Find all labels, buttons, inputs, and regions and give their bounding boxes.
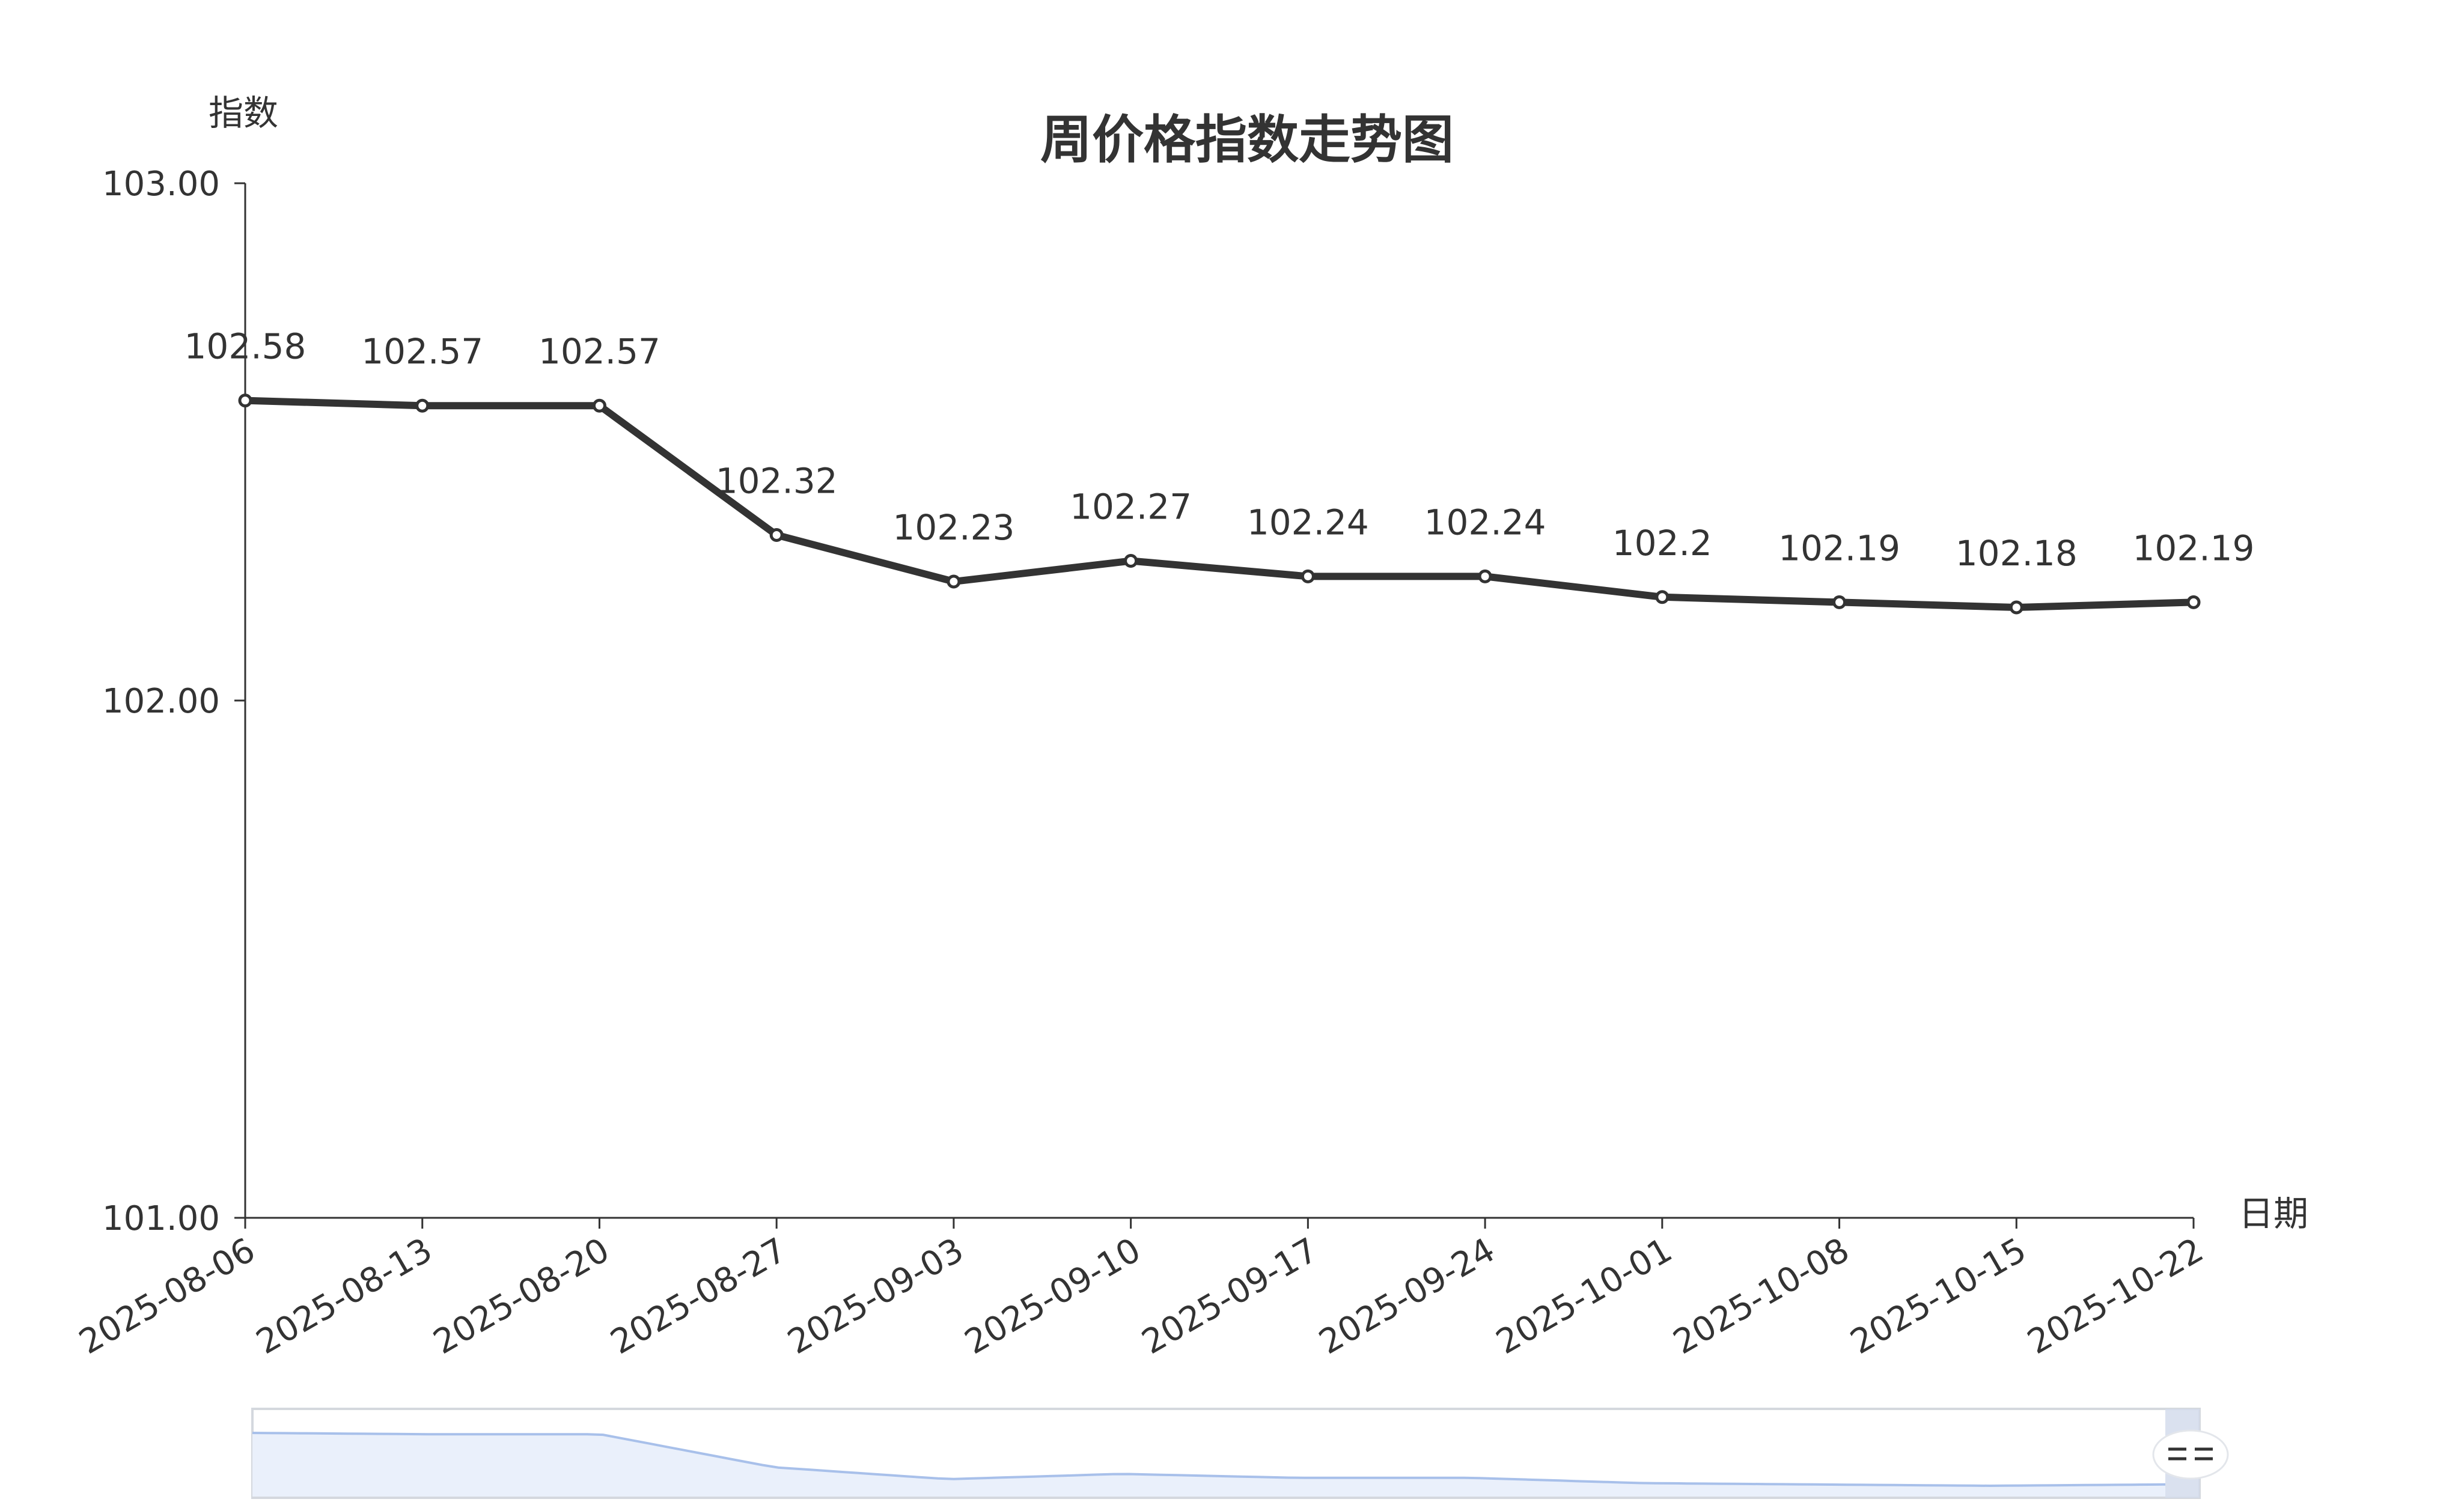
series-line-group — [238, 394, 2201, 615]
data-label: 102.2 — [1612, 523, 1712, 564]
data-label: 102.57 — [538, 331, 660, 372]
data-point[interactable] — [1832, 595, 1847, 609]
data-point[interactable] — [238, 394, 252, 408]
data-labels: 102.58 102.57 102.57 102.32 102.23 102.27 102.… — [184, 326, 2255, 574]
data-point[interactable] — [1124, 554, 1138, 568]
data-label: 102.24 — [1247, 502, 1369, 543]
data-label: 102.57 — [361, 331, 483, 372]
data-label: 102.23 — [892, 507, 1014, 548]
y-tick-label: 103.00 — [102, 165, 220, 204]
data-point[interactable] — [592, 398, 606, 413]
data-label: 102.19 — [2133, 528, 2255, 568]
data-point[interactable] — [2186, 595, 2201, 609]
data-zoom-slider[interactable] — [251, 1408, 2229, 1499]
data-label: 102.19 — [1778, 528, 1900, 568]
data-point[interactable] — [1478, 569, 1492, 583]
y-tick-label: 101.00 — [102, 1199, 220, 1238]
data-label: 102.24 — [1424, 502, 1546, 543]
data-point[interactable] — [1301, 569, 1315, 583]
x-axis-label: 日期 — [2239, 1193, 2308, 1234]
data-label: 102.27 — [1070, 487, 1192, 528]
data-point[interactable] — [947, 574, 961, 589]
data-label: 102.58 — [184, 326, 306, 367]
y-axis-label: 指数 — [209, 93, 278, 133]
data-point[interactable] — [1655, 590, 1670, 604]
series-line — [242, 397, 2197, 612]
chart-title: 周价格指数走势图 — [1040, 110, 1454, 170]
data-point[interactable] — [2009, 600, 2023, 615]
data-point[interactable] — [769, 528, 784, 542]
data-zoom-handle-grip-icon[interactable] — [2152, 1429, 2229, 1480]
data-zoom-preview-line — [252, 1432, 2166, 1488]
data-label: 102.32 — [716, 460, 838, 501]
data-point[interactable] — [415, 398, 430, 413]
data-label: 102.18 — [1956, 533, 2078, 574]
y-tick-label: 102.00 — [102, 682, 220, 721]
data-zoom-preview-area — [252, 1433, 2165, 1497]
y-axis-ticks: 103.00 102.00 101.00 — [102, 165, 245, 1238]
